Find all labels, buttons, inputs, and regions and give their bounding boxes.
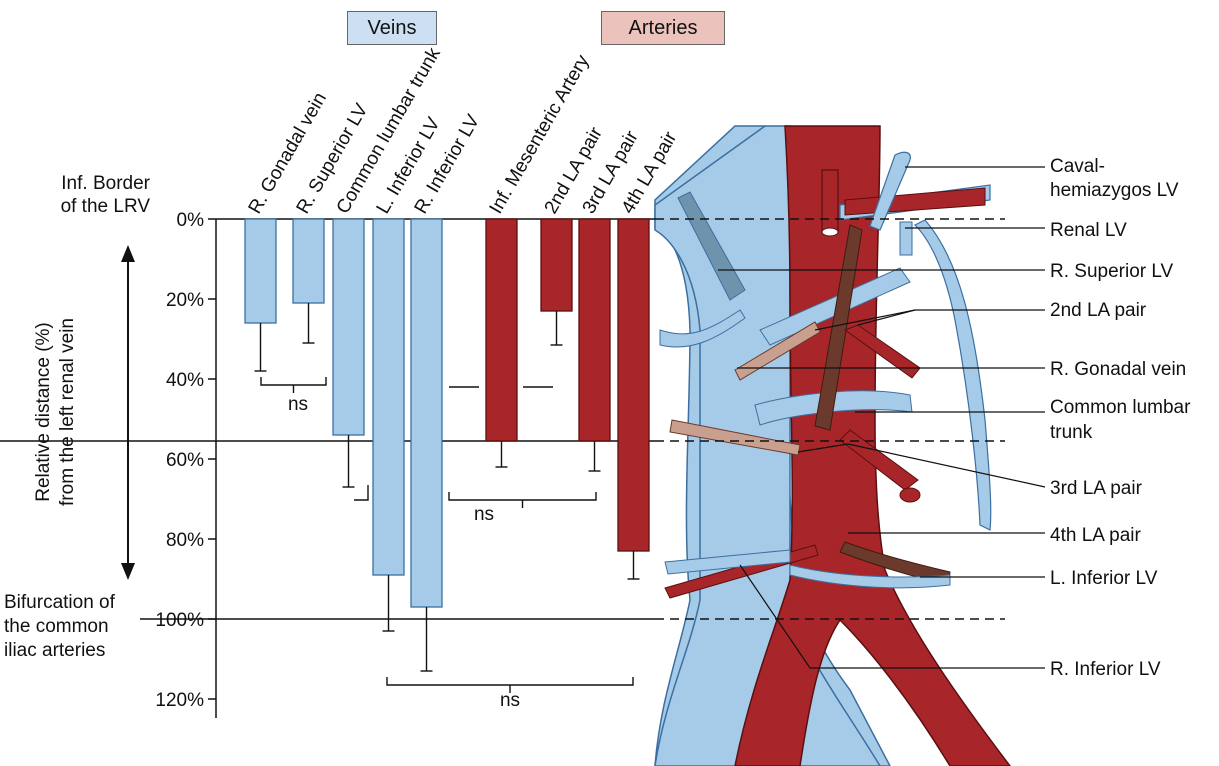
anatomy-leader-lines: [718, 166, 1046, 669]
y-tick-label: 100%: [155, 610, 204, 631]
bifurcation-label: iliac arteries: [4, 640, 105, 661]
r-inferior-lv-tube: [664, 549, 791, 575]
artery-bar: [540, 218, 573, 312]
top-border-label: Inf. Border: [61, 173, 150, 194]
label-trunk: trunk: [1050, 422, 1093, 443]
ns-label: ns: [288, 394, 308, 415]
veins-legend: Veins: [347, 11, 437, 45]
y-axis-title-line2: from the left renal vein: [57, 318, 78, 506]
y-axis-title-line1: Relative distance (%): [33, 322, 54, 502]
r-superior-lv-tube: [677, 191, 746, 301]
artery-category-label: Inf. Mesenteric Artery: [486, 51, 594, 217]
label-r-inferior-lv: R. Inferior LV: [1050, 659, 1161, 680]
top-border-label: of the LRV: [61, 196, 151, 217]
vein-bar: [332, 218, 365, 436]
ascending-lumbar-vein: [913, 219, 992, 531]
label-renal-lv: Renal LV: [1050, 220, 1127, 241]
y-tick-label: 120%: [155, 690, 204, 711]
arrow-head-down: [121, 563, 135, 580]
lumbar-artery-2: [734, 321, 821, 381]
label-caval: Caval-: [1050, 156, 1105, 177]
anatomy-labels: Caval- hemiazygos LV Renal LV R. Superio…: [1050, 156, 1191, 680]
label-common-lumbar: Common lumbar: [1050, 397, 1191, 418]
ns-bracket: [448, 492, 597, 501]
lumbar-artery-3b: [839, 429, 919, 491]
anatomy-illustration: [654, 125, 1011, 766]
vein-bar: [292, 218, 325, 304]
lumbar-artery-3: [669, 419, 801, 456]
y-tick-label: 0%: [177, 210, 205, 231]
mark-corner: [354, 485, 369, 501]
vein-bar: [410, 218, 443, 608]
y-tick-label: 60%: [166, 450, 204, 471]
arteries-legend: Arteries: [601, 11, 725, 45]
ns-label: ns: [474, 504, 494, 525]
artery-bar: [578, 218, 611, 442]
veins-legend-label: Veins: [367, 16, 417, 39]
y-tick-label: 80%: [166, 530, 204, 551]
arteries-legend-label: Arteries: [628, 16, 698, 39]
bifurcation-label: Bifurcation of: [4, 592, 116, 613]
common-lumbar-trunk: [814, 224, 863, 431]
label-3rd-la-pair: 3rd LA pair: [1050, 478, 1143, 499]
y-tick-label: 20%: [166, 290, 204, 311]
bifurcation-label: the common: [4, 616, 109, 637]
vein-bar: [244, 218, 277, 324]
renal-lv-stub: [899, 221, 913, 256]
l-inferior-lv-blue: [789, 564, 951, 589]
arrow-head-up: [121, 245, 135, 262]
vein-bar: [372, 218, 405, 576]
label-l-inferior-lv: L. Inferior LV: [1050, 568, 1158, 589]
r-gonadal-vein-tube: [659, 309, 746, 348]
artery-bar: [485, 218, 518, 442]
y-tick-label: 40%: [166, 370, 204, 391]
label-4th-la-pair: 4th LA pair: [1050, 525, 1142, 546]
label-r-gonadal-vein: R. Gonadal vein: [1050, 359, 1186, 380]
renal-artery-stub: [821, 169, 839, 233]
label-r-superior-lv: R. Superior LV: [1050, 261, 1174, 282]
artery-bar: [617, 218, 650, 552]
ns-bracket: [260, 377, 327, 386]
ns-label: ns: [500, 690, 520, 711]
ns-bracket: [386, 677, 634, 686]
label-hemiazygos: hemiazygos LV: [1050, 180, 1179, 201]
lumbar-vein-upper: [759, 267, 911, 346]
label-2nd-la-pair: 2nd LA pair: [1050, 300, 1147, 321]
